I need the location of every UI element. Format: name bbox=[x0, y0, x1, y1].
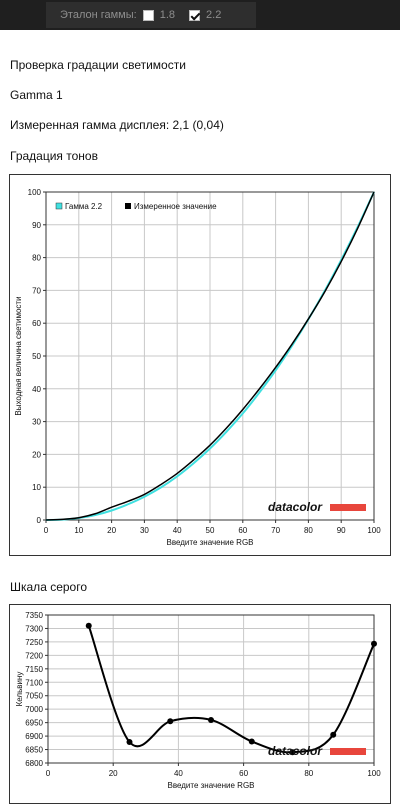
legend-label-measured: Измеренное значение bbox=[134, 202, 217, 211]
y-tick-label: 100 bbox=[28, 188, 42, 197]
gamma-1-8-label: 1.8 bbox=[159, 9, 176, 21]
x-tick-label: 10 bbox=[74, 526, 83, 535]
y-tick-label: 6900 bbox=[25, 732, 43, 741]
gamma-2-2-label: 2.2 bbox=[206, 9, 222, 21]
grayscale-svg: 0 20 40 60 80 100 6800 6850 6900 6950 7000 7050 7100… bbox=[15, 611, 381, 790]
section-title: Проверка градации светимости bbox=[10, 58, 186, 72]
x-tick-label: 70 bbox=[271, 526, 280, 535]
datacolor-logo-text: datacolor bbox=[268, 500, 323, 514]
tone-gradation-chart: 0 10 20 30 40 50 60 70 80 90 100 0 10 20 30 40 50 60 70 80 9… bbox=[9, 174, 391, 556]
datacolor-logo-bar bbox=[330, 504, 366, 511]
legend-label-gamma: Гамма 2.2 bbox=[65, 202, 103, 211]
y-tick-label: 6850 bbox=[25, 746, 43, 755]
x-axis-label: Введите значение RGB bbox=[167, 781, 254, 790]
x-tick-label: 30 bbox=[140, 526, 149, 535]
data-point bbox=[371, 640, 377, 647]
gamma-1-8-checkbox[interactable] bbox=[142, 9, 154, 21]
measured-gamma: Измеренная гамма дисплея: 2,1 (0,04) bbox=[10, 118, 224, 132]
datacolor-logo-bar bbox=[330, 748, 366, 755]
y-tick-label: 7150 bbox=[25, 665, 43, 674]
y-axis-label: Кельвину bbox=[15, 672, 24, 707]
x-tick-label: 20 bbox=[107, 526, 116, 535]
x-tick-label: 100 bbox=[367, 526, 381, 535]
x-tick-label: 80 bbox=[304, 526, 313, 535]
y-tick-label: 0 bbox=[37, 516, 42, 525]
y-tick-label: 6800 bbox=[25, 759, 43, 768]
x-tick-label: 0 bbox=[44, 526, 49, 535]
y-tick-label: 7250 bbox=[25, 638, 43, 647]
y-tick-label: 30 bbox=[32, 418, 41, 427]
y-tick-label: 80 bbox=[32, 254, 41, 263]
y-tick-label: 60 bbox=[32, 319, 41, 328]
data-point bbox=[289, 749, 296, 756]
profile-name: Gamma 1 bbox=[10, 88, 63, 102]
tone-gradation-title: Градация тонов bbox=[10, 149, 98, 163]
y-tick-label: 7300 bbox=[25, 624, 43, 633]
gamma-reference-toolbar: Эталон гаммы: 1.8 2.2 bbox=[0, 0, 400, 30]
datacolor-logo-text: datacolor bbox=[268, 744, 323, 758]
x-tick-label: 0 bbox=[46, 769, 51, 778]
x-tick-label: 80 bbox=[304, 769, 313, 778]
x-tick-label: 60 bbox=[239, 769, 248, 778]
gamma-2-2-checkbox[interactable] bbox=[189, 9, 201, 21]
y-tick-label: 70 bbox=[32, 286, 41, 295]
tone-gradation-svg: 0 10 20 30 40 50 60 70 80 90 100 0 10 20 30 40 50 60 70 80 9… bbox=[14, 188, 381, 547]
gamma-reference-label: Эталон гаммы: bbox=[60, 9, 137, 21]
legend-swatch-measured bbox=[125, 203, 131, 209]
data-point bbox=[208, 716, 214, 723]
y-tick-label: 40 bbox=[32, 385, 41, 394]
x-tick-label: 50 bbox=[206, 526, 215, 535]
y-tick-label: 10 bbox=[32, 483, 41, 492]
y-tick-label: 50 bbox=[32, 352, 41, 361]
data-point bbox=[330, 731, 337, 738]
series-line-2 bbox=[45, 191, 375, 521]
y-axis-label: Выходная величина светимости bbox=[14, 296, 23, 415]
x-tick-label: 90 bbox=[337, 526, 346, 535]
gamma-reference-panel: Эталон гаммы: 1.8 2.2 bbox=[46, 2, 256, 28]
y-tick-label: 7200 bbox=[25, 651, 43, 660]
y-tick-label: 7350 bbox=[25, 611, 43, 620]
y-tick-label: 7100 bbox=[25, 678, 43, 687]
x-tick-label: 100 bbox=[367, 769, 381, 778]
y-tick-label: 7050 bbox=[25, 692, 43, 701]
data-point bbox=[85, 622, 92, 629]
data-point bbox=[126, 739, 133, 746]
y-tick-label: 90 bbox=[32, 221, 41, 230]
y-tick-label: 6950 bbox=[25, 719, 43, 728]
x-tick-label: 40 bbox=[173, 526, 182, 535]
grayscale-title: Шкала серого bbox=[10, 580, 88, 594]
legend-swatch-gamma bbox=[55, 202, 63, 210]
x-tick-label: 60 bbox=[238, 526, 247, 535]
grayscale-chart: 0 20 40 60 80 100 6800 6850 6900 6950 7000 7050 7100… bbox=[9, 604, 391, 804]
data-point bbox=[248, 738, 255, 745]
y-tick-label: 7000 bbox=[25, 705, 43, 714]
data-point bbox=[167, 718, 174, 725]
plot-frame bbox=[47, 614, 375, 764]
y-tick-label: 20 bbox=[32, 450, 41, 459]
x-tick-label: 40 bbox=[174, 769, 183, 778]
x-axis-label: Введите значение RGB bbox=[166, 538, 253, 547]
x-tick-label: 20 bbox=[109, 769, 118, 778]
